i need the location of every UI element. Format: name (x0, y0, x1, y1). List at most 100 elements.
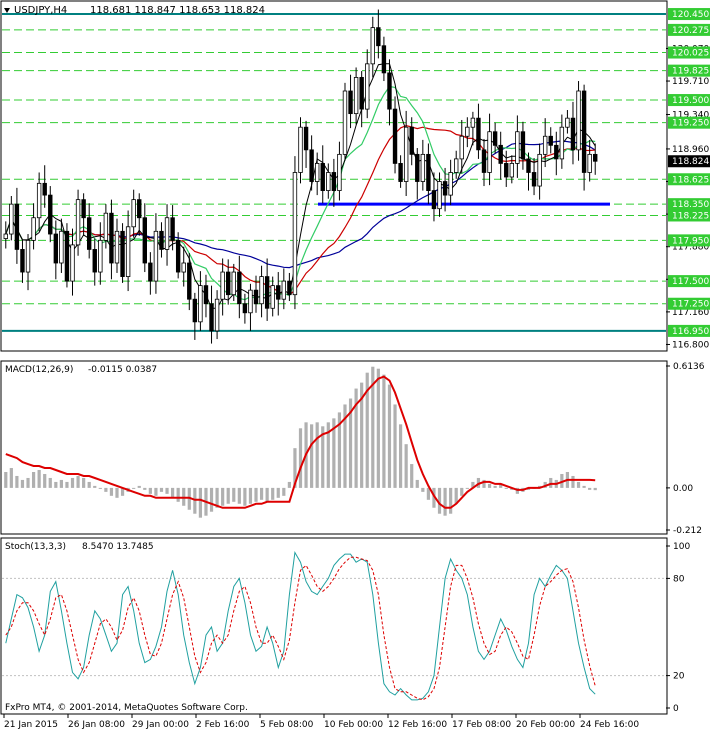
macd-histogram-bar (70, 477, 75, 488)
macd-histogram-bar (410, 464, 414, 488)
candle-body (415, 153, 420, 182)
macd-histogram-bar (93, 485, 97, 488)
macd-histogram-bar (276, 487, 280, 498)
macd-histogram-bar (65, 481, 69, 488)
stoch-y-tick-label: 100 (673, 542, 690, 552)
x-tick-label: 17 Feb 08:00 (452, 720, 511, 730)
level-label-text: 119.825 (672, 67, 709, 77)
macd-histogram-bar (15, 475, 19, 488)
macd-histogram-bar (37, 470, 41, 488)
macd-histogram-bar (588, 487, 592, 490)
candle-body (365, 63, 370, 110)
candle-body (487, 131, 492, 173)
candle-body (403, 126, 409, 182)
stoch-y-tick-label: 80 (673, 574, 685, 584)
macd-histogram-bar (454, 487, 458, 504)
current-price-label: 118.824 (672, 157, 709, 167)
macd-histogram-bar (165, 487, 169, 494)
candle-body (570, 117, 576, 151)
stochastic-indicator: 100 80 20 0 (2, 542, 690, 714)
level-label-text: 118.350 (672, 200, 709, 210)
macd-histogram-bar (593, 487, 597, 491)
macd-histogram-bar (393, 404, 397, 488)
macd-histogram-bar (215, 487, 219, 508)
candle-body (531, 172, 537, 187)
candle-body (253, 289, 259, 305)
level-label-box (668, 275, 710, 288)
candle-body (237, 271, 242, 305)
macd-histogram-bar (421, 487, 425, 492)
macd-histogram-bar (82, 477, 86, 488)
stoch-panel[interactable] (0, 537, 668, 715)
candle-body (548, 135, 553, 146)
candle-body (264, 276, 270, 309)
macd-histogram-bar (31, 471, 36, 488)
y-tick-label: 119.710 (672, 77, 709, 87)
macd-histogram-bar (265, 487, 269, 502)
macd-histogram-bar (87, 481, 91, 488)
candle-body (387, 72, 392, 110)
candle-body (59, 230, 64, 264)
candle-body (125, 226, 131, 277)
candle-body (359, 77, 364, 110)
candle-body (593, 153, 598, 162)
candle-body (309, 149, 314, 182)
macd-histogram-bar (582, 485, 586, 488)
macd-histogram-bar (120, 487, 125, 496)
x-tick-label: 10 Feb 00:00 (324, 720, 383, 730)
time-axis: 21 Jan 2015 26 Jan 08:00 29 Jan 00:00 2 Feb… (3, 714, 639, 730)
candle-body (192, 298, 198, 323)
candle-body (103, 212, 109, 241)
candle-body (559, 126, 565, 160)
current-price-box (668, 155, 710, 168)
candle-body (426, 153, 431, 191)
x-tick-label: 5 Feb 08:00 (260, 720, 314, 730)
macd-histogram-bar (321, 426, 325, 488)
candle-body (114, 230, 120, 264)
candle-body (226, 271, 231, 296)
candle-body (465, 126, 470, 137)
candle-body (3, 233, 8, 239)
y-tick-label: 119.340 (672, 111, 709, 121)
x-tick-label: 2 Feb 16:00 (196, 720, 250, 730)
candle-body (392, 108, 398, 164)
level-label-text: 117.950 (672, 236, 709, 246)
candle-body (420, 153, 426, 182)
candle-body (526, 158, 531, 173)
ohlc-readout: 118.681 118.847 118.653 118.824 (90, 5, 265, 16)
candle-body (242, 303, 248, 314)
macd-histogram-bar (104, 487, 108, 492)
macd-histogram-bar (499, 483, 503, 488)
macd-histogram-bar (398, 424, 403, 488)
candle-body (454, 158, 459, 173)
candle-body (214, 298, 220, 332)
macd-histogram-bar (504, 487, 508, 489)
macd-panel[interactable] (0, 360, 668, 535)
macd-histogram-bar (482, 479, 486, 488)
candle-body (342, 90, 348, 155)
macd-y-tick-label: 0.00 (673, 484, 693, 494)
macd-histogram-bar (293, 448, 297, 488)
macd-histogram-bar (298, 428, 303, 488)
macd-histogram-bar (354, 388, 358, 488)
macd-y-tick-label: -0.212 (673, 526, 702, 536)
level-label-box (668, 116, 710, 129)
macd-histogram-bar (376, 368, 380, 488)
macd-histogram-bar (465, 487, 469, 489)
macd-histogram-bar (148, 487, 152, 494)
macd-histogram-bar (271, 487, 275, 500)
level-label-text: 119.500 (672, 96, 709, 106)
x-tick-label: 20 Feb 00:00 (516, 720, 575, 730)
macd-histogram-bar (326, 422, 330, 488)
macd-histogram-bar (243, 487, 247, 506)
x-tick-label: 21 Jan 2015 (4, 720, 58, 730)
level-label-box (668, 46, 710, 59)
candle-body (92, 249, 97, 273)
level-label-text: 119.250 (672, 119, 709, 129)
macd-histogram-bar (387, 384, 392, 488)
y-tick-label: 116.800 (672, 340, 709, 350)
price-panel[interactable] (0, 0, 668, 352)
macd-histogram-bar (159, 487, 164, 492)
